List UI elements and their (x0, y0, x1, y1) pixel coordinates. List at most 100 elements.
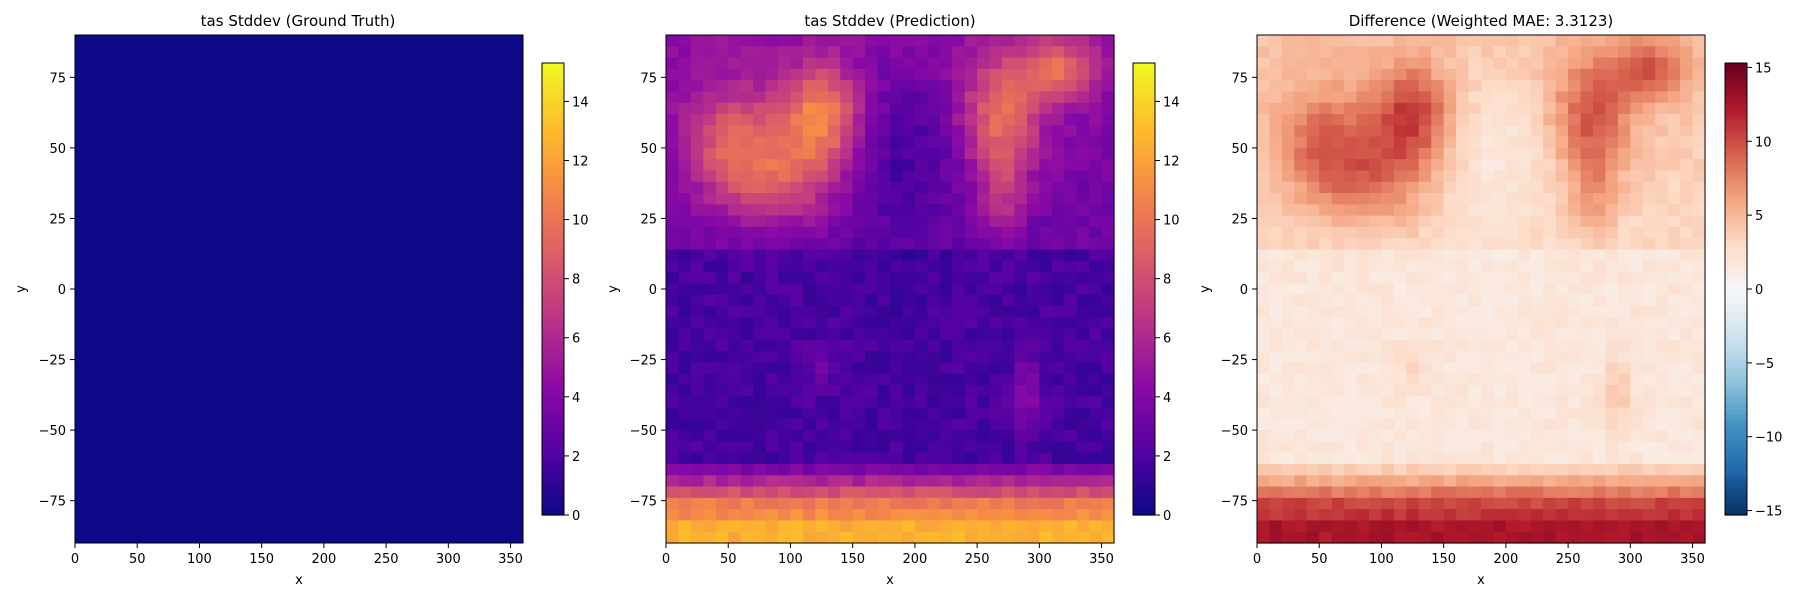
heatmap-cell (753, 204, 767, 217)
heatmap-cell (1605, 46, 1619, 59)
heatmap-cell (1393, 418, 1407, 431)
heatmap-cell (1064, 463, 1078, 476)
heatmap-cell (927, 531, 941, 544)
heatmap-cell (1002, 193, 1016, 205)
heatmap-cell (1039, 147, 1053, 160)
heatmap-cell (1580, 351, 1594, 363)
heatmap-cell (1530, 35, 1544, 47)
heatmap-cell (678, 430, 692, 442)
heatmap-cell (1555, 509, 1569, 522)
heatmap-cell (1692, 430, 1706, 442)
heatmap-cell (1617, 520, 1631, 533)
x-tick-label: 250 (374, 552, 399, 567)
colorbar-segment (1133, 375, 1155, 380)
colorbar-segment (542, 364, 564, 369)
heatmap-cell (1468, 351, 1482, 363)
heatmap-cell (1002, 238, 1016, 251)
heatmap-cell (1344, 260, 1358, 273)
heatmap-cell (865, 114, 879, 126)
colorbar-segment (542, 420, 564, 426)
heatmap-cell (927, 463, 941, 476)
colorbar-tick-label: 0 (1163, 509, 1171, 524)
heatmap-cell (1605, 452, 1619, 465)
heatmap-cell (1051, 463, 1065, 476)
heatmap-cell (1089, 91, 1103, 104)
heatmap-cell (1530, 373, 1544, 386)
heatmap-cell (728, 351, 742, 363)
heatmap-cell (1456, 317, 1470, 330)
heatmap-cell (1505, 418, 1519, 431)
heatmap-cell (1089, 452, 1103, 465)
heatmap-cell (1505, 181, 1519, 194)
heatmap-cell (1356, 486, 1370, 499)
heatmap-cell (790, 463, 804, 476)
heatmap-cell (1418, 396, 1432, 409)
heatmap-cell (1667, 475, 1681, 488)
heatmap-cell (1269, 114, 1283, 126)
heatmap-cell (666, 226, 680, 239)
heatmap-cell (877, 249, 891, 262)
heatmap-cell (1568, 238, 1582, 251)
heatmap-cell (964, 193, 978, 205)
x-tick-label: 250 (965, 552, 990, 567)
heatmap-cell (977, 396, 991, 409)
heatmap-cell (1418, 91, 1432, 104)
heatmap-cell (927, 46, 941, 59)
heatmap-cell (1431, 170, 1445, 183)
heatmap-cell (1356, 68, 1370, 81)
heatmap-cell (1593, 418, 1607, 431)
heatmap-cell (1101, 136, 1115, 149)
heatmap-cell (877, 35, 891, 47)
heatmap-cell (778, 339, 792, 352)
heatmap-cell (1381, 46, 1395, 59)
heatmap-cell (1655, 463, 1669, 476)
heatmap-cell (703, 46, 717, 59)
heatmap-cell (690, 486, 704, 499)
heatmap-cell (1269, 463, 1283, 476)
heatmap-cell (1344, 531, 1358, 544)
heatmap-cell (1051, 238, 1065, 251)
heatmap-cell (1002, 497, 1016, 510)
heatmap-cell (902, 305, 916, 318)
heatmap-cell (765, 339, 779, 352)
heatmap-cell (1406, 181, 1420, 194)
heatmap-cell (1630, 497, 1644, 510)
heatmap-cell (790, 384, 804, 397)
heatmap-cell (802, 260, 816, 273)
heatmap-cell (977, 170, 991, 183)
heatmap-cell (1039, 486, 1053, 499)
colorbar-segment (1133, 281, 1155, 286)
heatmap-cell (1468, 283, 1482, 296)
heatmap-cell (1269, 452, 1283, 465)
colorbar-segment (1133, 322, 1155, 328)
heatmap-cell (790, 102, 804, 115)
colorbar-segment (542, 262, 564, 267)
heatmap-cell (1064, 215, 1078, 228)
heatmap-cell (890, 136, 904, 149)
heatmap-cell (1456, 114, 1470, 126)
heatmap-cell (1257, 193, 1271, 205)
heatmap-cell (952, 170, 966, 183)
heatmap-cell (1680, 272, 1694, 284)
heatmap-cell (1406, 475, 1420, 488)
heatmap-cell (1505, 362, 1519, 375)
heatmap-cell (914, 520, 928, 533)
heatmap-cell (1530, 418, 1544, 431)
heatmap-cell (666, 46, 680, 59)
heatmap-cell (1369, 136, 1383, 149)
heatmap-cell (815, 170, 829, 183)
heatmap-cell (865, 384, 879, 397)
heatmap-cell (1617, 80, 1631, 93)
heatmap-cell (1692, 475, 1706, 488)
heatmap-cell (802, 91, 816, 104)
heatmap-cell (740, 238, 754, 251)
heatmap-cell (765, 441, 779, 454)
heatmap-cell (1381, 91, 1395, 104)
heatmap-cell (1064, 384, 1078, 397)
colorbar-segment (542, 66, 564, 72)
colorbar-segment (1133, 187, 1155, 192)
heatmap-cell (1468, 305, 1482, 318)
heatmap-cell (1692, 35, 1706, 47)
heatmap-cell (1468, 452, 1482, 465)
heatmap-cell (852, 373, 866, 386)
